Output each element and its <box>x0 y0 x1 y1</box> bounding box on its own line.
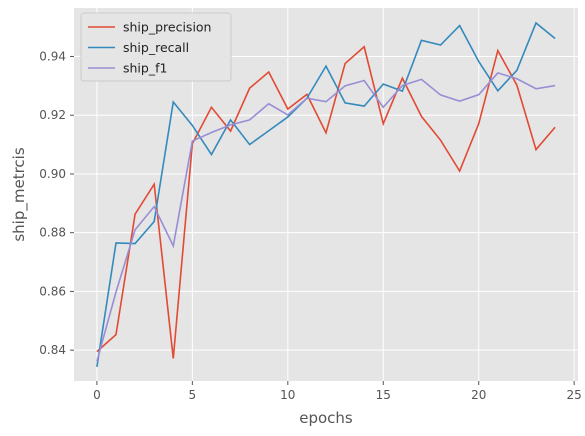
series-line-ship_precision <box>96 45 556 359</box>
y-tick-label: 0.92 <box>39 108 66 122</box>
y-tick-label: 0.88 <box>39 226 66 240</box>
y-axis-label: ship_metrcis <box>10 147 29 241</box>
x-tick-label: 0 <box>93 388 101 402</box>
y-tick-label: 0.84 <box>39 343 66 357</box>
grid <box>74 8 578 381</box>
x-tick-label: 25 <box>567 388 582 402</box>
x-tick-label: 15 <box>376 388 391 402</box>
x-tick-label: 10 <box>280 388 295 402</box>
x-axis-label: epochs <box>299 409 353 427</box>
legend-label-ship_f1: ship_f1 <box>123 61 167 76</box>
series-line-ship_recall <box>96 21 556 368</box>
y-tick-label: 0.86 <box>39 284 66 298</box>
legend-box <box>80 12 232 82</box>
x-tick-label: 20 <box>471 388 486 402</box>
x-tick-label: 5 <box>189 388 197 402</box>
y-tick-label: 0.90 <box>39 167 66 181</box>
legend-label-ship_recall: ship_recall <box>123 40 189 55</box>
series-layer <box>96 21 556 368</box>
legend: ship_precision ship_recall ship_f1 <box>80 12 232 82</box>
legend-label-ship_precision: ship_precision <box>123 20 211 35</box>
y-tick-label: 0.94 <box>39 49 66 63</box>
tick-labels: 0 5 10 15 20 25 0.84 0.86 0.88 0.90 0.92 0.94 <box>39 49 582 402</box>
series-line-ship_f1 <box>96 71 556 362</box>
